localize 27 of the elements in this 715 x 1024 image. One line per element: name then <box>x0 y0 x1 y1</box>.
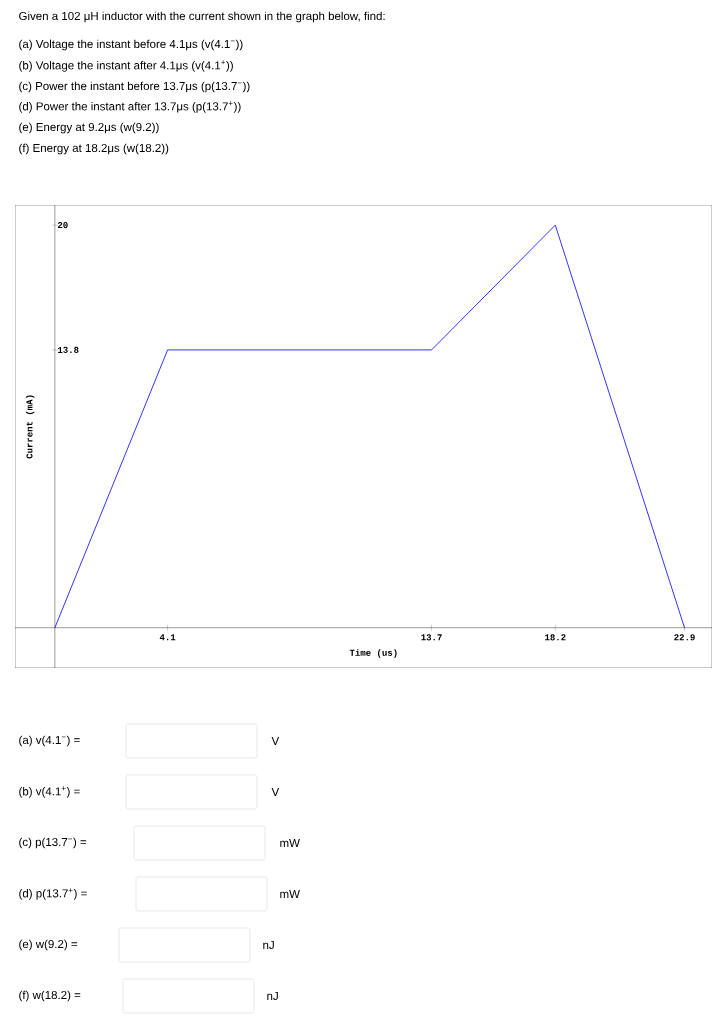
text: nJ <box>267 991 278 1001</box>
text: (d) Power the instant after 13.7μs (p(13.7$^{+}$)) <box>19 101 241 113</box>
chart-title: Given a 102 μH inductor with the current shown in the graph below, find: <box>19 11 385 23</box>
text: nJ <box>263 940 274 950</box>
text: (b) v(4.1$^{+}$) = <box>19 786 80 798</box>
text: V <box>271 788 280 796</box>
text: (f) w(18.2) = <box>19 990 81 1002</box>
x-tick-label: 13.7 <box>421 634 442 641</box>
text: (a) Voltage the instant before 4.1μs (v(4.1$^{−}$)) <box>19 39 243 51</box>
x-tick-label: 4.1 <box>159 634 176 641</box>
y-tick-label: 13.8 <box>58 346 79 353</box>
text: (a) v(4.1$^{−}$) = <box>19 735 80 747</box>
x-tick-label: 22.9 <box>674 634 695 641</box>
x-tick-label: 18.2 <box>545 634 566 641</box>
text: V <box>271 737 280 745</box>
text: (c) Power the instant before 13.7μs (p(13.7$^{−}$)) <box>19 81 250 93</box>
text: mW <box>280 839 300 847</box>
y-tick-label: 20 <box>57 222 68 229</box>
text: (e) w(9.2) = <box>19 939 78 951</box>
text: (d) p(13.7$^{+}$) = <box>19 888 87 900</box>
text: mW <box>280 890 300 898</box>
text: (b) Voltage the instant after 4.1μs (v(4.1$^{+}$)) <box>19 60 233 72</box>
text: (c) p(13.7$^{−}$) = <box>19 837 87 849</box>
text: (e) Energy at 9.2μs (w(9.2)) <box>19 122 159 134</box>
y-axis-title: Current (mA) <box>25 395 35 459</box>
text: (f) Energy at 18.2μs (w(18.2)) <box>19 143 169 155</box>
x-axis-title: Time (us) <box>349 649 397 658</box>
